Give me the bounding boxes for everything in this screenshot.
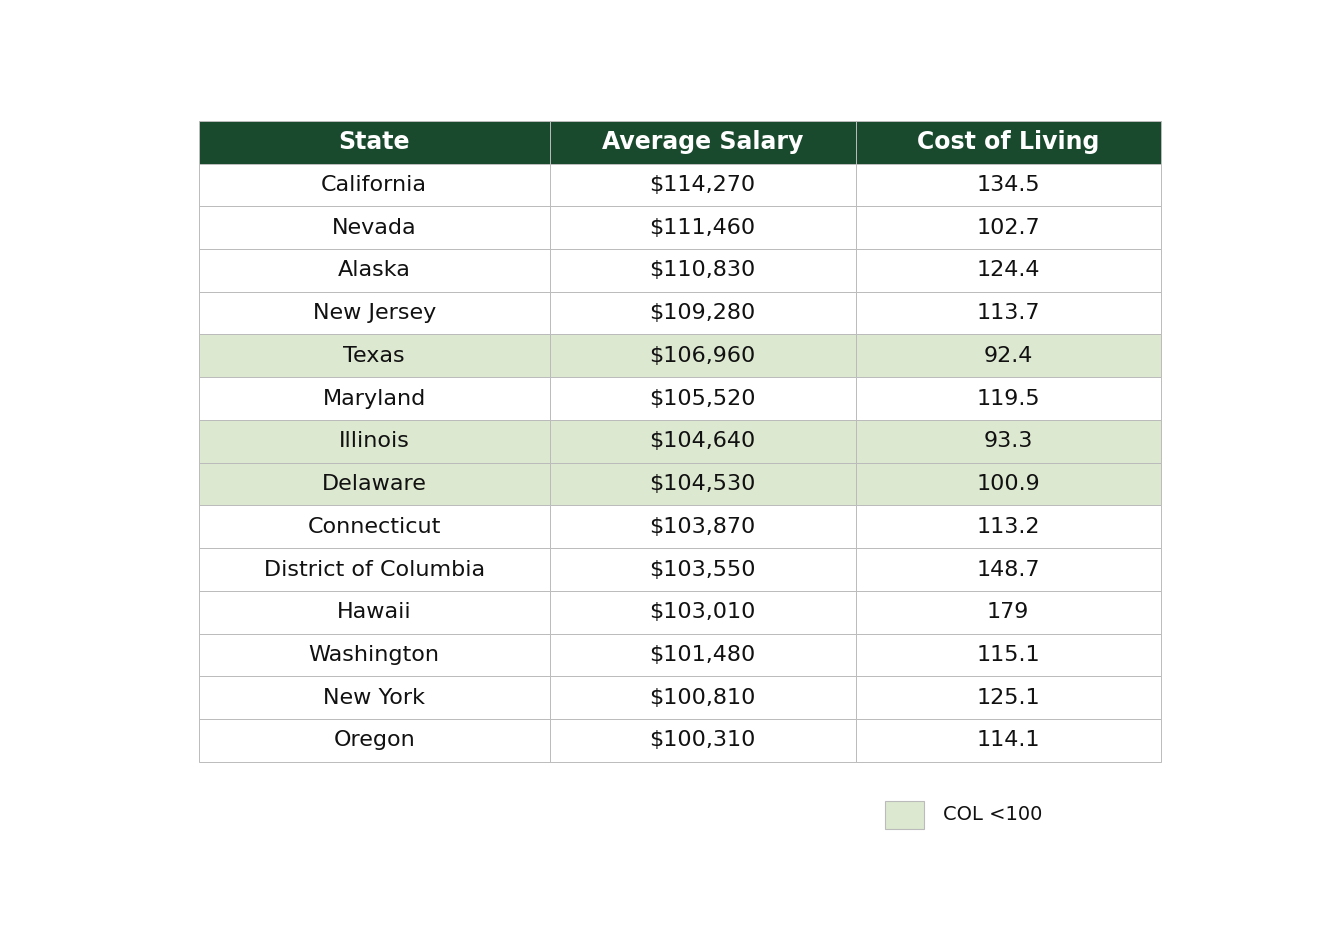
Bar [886, 801, 924, 829]
Text: 102.7: 102.7 [976, 218, 1040, 237]
Text: 134.5: 134.5 [976, 175, 1040, 195]
Text: State: State [338, 131, 410, 154]
Bar [550, 420, 855, 463]
Text: $109,280: $109,280 [650, 303, 756, 324]
Bar [855, 548, 1160, 591]
Bar [855, 291, 1160, 335]
Text: 124.4: 124.4 [976, 260, 1040, 280]
Bar [855, 634, 1160, 676]
Bar [855, 420, 1160, 463]
Bar [855, 164, 1160, 206]
Bar [550, 634, 855, 676]
Text: Nevada: Nevada [332, 218, 416, 237]
Bar [855, 206, 1160, 249]
Bar [550, 463, 855, 505]
Bar [199, 463, 550, 505]
Bar [550, 206, 855, 249]
Text: District of Columbia: District of Columbia [264, 559, 485, 580]
Bar [199, 591, 550, 634]
Text: $106,960: $106,960 [650, 346, 756, 366]
Text: 93.3: 93.3 [984, 431, 1033, 451]
Bar [855, 591, 1160, 634]
Text: Connecticut: Connecticut [308, 517, 440, 536]
Text: Oregon: Oregon [333, 730, 415, 750]
Text: Average Salary: Average Salary [602, 131, 804, 154]
Bar [199, 676, 550, 719]
Text: New York: New York [324, 688, 426, 708]
Bar [550, 719, 855, 762]
Text: Washington: Washington [309, 645, 440, 665]
Bar [550, 505, 855, 548]
Bar [550, 548, 855, 591]
Bar [855, 121, 1160, 164]
Bar [855, 335, 1160, 377]
Text: 119.5: 119.5 [976, 389, 1040, 409]
Bar [855, 719, 1160, 762]
Bar [550, 377, 855, 420]
Bar [550, 164, 855, 206]
Text: $104,640: $104,640 [650, 431, 756, 451]
Text: 113.2: 113.2 [976, 517, 1040, 536]
Text: 115.1: 115.1 [976, 645, 1040, 665]
Text: $104,530: $104,530 [650, 474, 756, 494]
Text: 114.1: 114.1 [976, 730, 1040, 750]
Bar [855, 249, 1160, 291]
Bar [199, 335, 550, 377]
Bar [199, 505, 550, 548]
Text: Delaware: Delaware [322, 474, 427, 494]
Bar [199, 206, 550, 249]
Bar [550, 291, 855, 335]
Text: 148.7: 148.7 [976, 559, 1040, 580]
Text: Texas: Texas [343, 346, 404, 366]
Text: $100,310: $100,310 [650, 730, 756, 750]
Text: New Jersey: New Jersey [313, 303, 436, 324]
Bar [855, 505, 1160, 548]
Text: $103,010: $103,010 [650, 603, 756, 622]
Text: $100,810: $100,810 [650, 688, 756, 708]
Bar [199, 548, 550, 591]
Bar [550, 249, 855, 291]
Text: 92.4: 92.4 [984, 346, 1033, 366]
Bar [855, 377, 1160, 420]
Bar [199, 291, 550, 335]
Text: $103,870: $103,870 [650, 517, 756, 536]
Text: Alaska: Alaska [338, 260, 411, 280]
Text: $111,460: $111,460 [650, 218, 756, 237]
Bar [550, 335, 855, 377]
Text: COL <100: COL <100 [943, 805, 1042, 825]
Text: Illinois: Illinois [338, 431, 410, 451]
Text: $110,830: $110,830 [650, 260, 756, 280]
Bar [855, 463, 1160, 505]
Text: 113.7: 113.7 [976, 303, 1040, 324]
Bar [855, 676, 1160, 719]
Text: California: California [321, 175, 427, 195]
Bar [199, 121, 550, 164]
Bar [199, 377, 550, 420]
Bar [550, 676, 855, 719]
Text: 100.9: 100.9 [976, 474, 1040, 494]
Bar [199, 420, 550, 463]
Bar [199, 634, 550, 676]
Text: Cost of Living: Cost of Living [916, 131, 1099, 154]
Text: 125.1: 125.1 [976, 688, 1040, 708]
Text: 179: 179 [987, 603, 1029, 622]
Bar [199, 164, 550, 206]
Bar [550, 121, 855, 164]
Bar [199, 249, 550, 291]
Text: Hawaii: Hawaii [337, 603, 411, 622]
Text: $105,520: $105,520 [650, 389, 756, 409]
Bar [550, 591, 855, 634]
Text: Maryland: Maryland [322, 389, 426, 409]
Text: $103,550: $103,550 [650, 559, 756, 580]
Text: $114,270: $114,270 [650, 175, 756, 195]
Bar [199, 719, 550, 762]
Text: $101,480: $101,480 [650, 645, 756, 665]
